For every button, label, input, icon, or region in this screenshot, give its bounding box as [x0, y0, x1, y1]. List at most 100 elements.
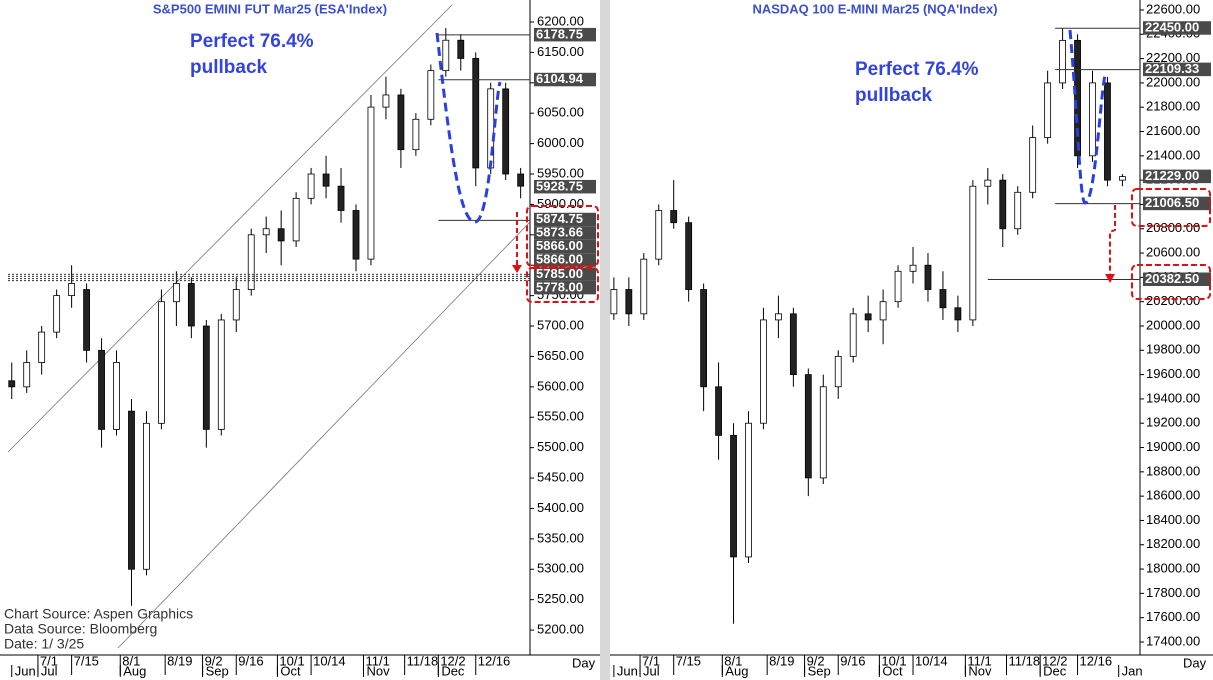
level-box [1143, 196, 1211, 211]
candle-body [1104, 82, 1111, 181]
month-label: Sep [206, 663, 229, 678]
y-tick-label: 18400.00 [1146, 512, 1200, 527]
y-tick-label: 5900.00 [537, 196, 584, 211]
month-label: Jul [643, 663, 660, 678]
y-tick-label: 20200.00 [1146, 293, 1200, 308]
level-label: 5873.66 [536, 225, 583, 240]
source-note: Chart Source: Aspen Graphics [4, 606, 193, 622]
candle-body [1014, 191, 1022, 230]
candle-body [760, 319, 767, 424]
candle-body [789, 313, 797, 376]
y-tick-label: 5450.00 [537, 469, 584, 484]
candle-body [730, 434, 737, 558]
candle-body [715, 386, 722, 436]
candle-body [1044, 82, 1052, 139]
x-tick-label: 8/19 [167, 653, 192, 668]
level-label: 5928.75 [536, 178, 583, 193]
x-tick-label: 8/1 [724, 653, 742, 668]
candle-body [187, 283, 195, 327]
trend-line [117, 221, 531, 649]
candle-body [247, 234, 255, 290]
candle-body [397, 94, 405, 151]
source-note: Date: 1/ 3/25 [4, 636, 84, 652]
x-axis-label: Day [1183, 655, 1207, 670]
y-tick-label: 5250.00 [537, 591, 584, 606]
x-tick-label: 8/1 [122, 653, 140, 668]
candle-body [68, 283, 76, 297]
level-box [1143, 62, 1211, 77]
x-tick-label: 12/16 [478, 653, 511, 668]
level-box [534, 212, 596, 227]
y-tick-label: 20600.00 [1146, 245, 1200, 260]
level-label: 5778.00 [536, 279, 583, 294]
candle-body [322, 173, 330, 187]
candle-body [685, 222, 693, 290]
highlight-box [526, 267, 599, 303]
level-label: 5866.00 [536, 252, 583, 267]
candle-body [307, 173, 315, 199]
level-label: 5874.75 [536, 211, 583, 226]
level-box [534, 226, 596, 240]
level-label: 5785.00 [536, 266, 583, 281]
y-tick-label: 20800.00 [1146, 220, 1200, 235]
y-tick-label: 19000.00 [1146, 439, 1200, 454]
y-tick-label: 6150.00 [537, 44, 584, 59]
highlight-box [526, 205, 599, 267]
separator [600, 0, 610, 680]
candle-body [1119, 176, 1126, 181]
level-box [534, 72, 596, 87]
y-tick-label: 5600.00 [537, 378, 584, 393]
candle-body [172, 283, 180, 303]
candle-body [700, 289, 708, 388]
y-tick-label: 5950.00 [537, 165, 584, 180]
y-tick-label: 19800.00 [1146, 342, 1200, 357]
candle-body [775, 313, 782, 321]
x-tick-label: 9/2 [205, 653, 223, 668]
candle-body [367, 106, 375, 260]
x-tick-label: 11/18 [1009, 653, 1041, 668]
x-tick-label: 11/1 [365, 653, 389, 668]
annotation: Perfect 76.4% [855, 59, 979, 80]
candle-body [217, 319, 225, 430]
level-box [534, 253, 596, 267]
level-box [534, 239, 596, 254]
candle-body [232, 289, 240, 321]
x-tick-label: 8/19 [769, 653, 794, 668]
candle-body [984, 179, 992, 187]
x-axis-label: Day [572, 655, 596, 670]
candle-body [83, 289, 90, 351]
annotation: Perfect 76.4% [190, 31, 314, 52]
candle-body [894, 270, 902, 303]
y-tick-label: 21400.00 [1146, 147, 1200, 162]
y-tick-label: 18800.00 [1146, 463, 1200, 478]
y-tick-label: 20000.00 [1146, 317, 1200, 332]
y-tick-label: 22000.00 [1146, 74, 1200, 89]
candle-body [128, 410, 135, 570]
y-tick-label: 5350.00 [537, 530, 584, 545]
candle-body [517, 173, 525, 187]
month-label: Jul [41, 663, 58, 678]
x-tick-label: 12/2 [1042, 653, 1067, 668]
month-label: Nov [366, 663, 390, 678]
candle-body [472, 58, 480, 169]
highlight-box [1131, 264, 1211, 300]
candle-body [442, 39, 450, 72]
y-tick-label: 19600.00 [1146, 366, 1200, 381]
chart-title: NASDAQ 100 E-MINI Mar25 (NQA'Index) [752, 1, 997, 16]
candle-body [487, 88, 495, 169]
month-label: Aug [725, 663, 748, 678]
level-box [1143, 169, 1211, 184]
x-tick-label: 10/14 [915, 653, 948, 668]
level-label: 6104.94 [536, 71, 584, 86]
y-tick-label: 19200.00 [1146, 415, 1200, 430]
source-note: Data Source: Bloomberg [4, 621, 157, 637]
candle-body [202, 325, 210, 430]
candle-body [98, 349, 105, 430]
y-tick-label: 5550.00 [537, 409, 584, 424]
x-tick-label: 9/16 [238, 653, 263, 668]
y-tick-label: 5300.00 [537, 561, 584, 576]
y-tick-label: 22600.00 [1146, 1, 1200, 16]
candle-body [337, 185, 345, 211]
y-tick-label: 18600.00 [1146, 488, 1200, 503]
candle-body [969, 185, 977, 321]
